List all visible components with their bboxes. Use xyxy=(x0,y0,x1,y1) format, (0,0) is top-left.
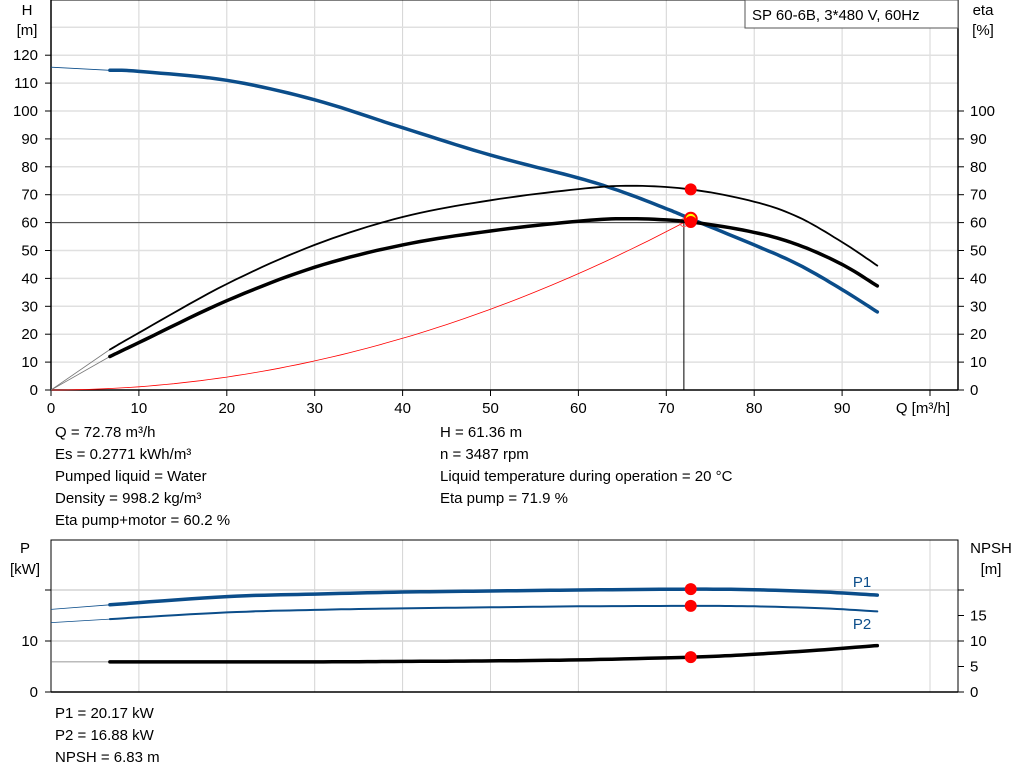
eta-pump-curve xyxy=(109,184,879,351)
info-h: H = 61.36 m xyxy=(440,424,523,441)
x-tick-label: 0 xyxy=(47,400,55,417)
x-tick-label: 30 xyxy=(306,400,323,417)
info-density: Density = 998.2 kg/m³ xyxy=(55,490,202,507)
y-tick-label-right: 70 xyxy=(970,187,987,204)
npsh-axis-unit: [m] xyxy=(981,561,1002,578)
x-tick-label: 90 xyxy=(834,400,851,417)
npsh-y-tick-label-right: 0 xyxy=(970,684,978,701)
y-tick-label-right: 30 xyxy=(970,298,987,315)
info-q: Q = 72.78 m³/h xyxy=(55,424,156,441)
y-tick-label-left: 20 xyxy=(21,326,38,343)
x-tick-label: 50 xyxy=(482,400,499,417)
info-n: n = 3487 rpm xyxy=(440,446,529,463)
y-tick-label-right: 50 xyxy=(970,243,987,260)
info-temperature: Liquid temperature during operation = 20… xyxy=(440,468,733,485)
npsh-y-tick-label-right: 10 xyxy=(970,633,987,650)
y-axis-unit-right: [%] xyxy=(972,22,994,39)
y-tick-label-left: 70 xyxy=(21,187,38,204)
npsh-y-tick-label-right: 5 xyxy=(970,659,978,676)
y-tick-label-right: 60 xyxy=(970,215,987,232)
power-y-tick-label-left: 10 xyxy=(21,633,38,650)
info-eta-pump-motor: Eta pump+motor = 60.2 % xyxy=(55,512,231,529)
p1-duty-marker xyxy=(684,583,697,596)
power-y-tick-label-left: 0 xyxy=(30,684,38,701)
info-eta-pump: Eta pump = 71.9 % xyxy=(440,490,568,507)
P1-curve xyxy=(108,587,880,607)
x-tick-label: 20 xyxy=(218,400,235,417)
y-tick-label-right: 90 xyxy=(970,131,987,148)
y-tick-label-left: 60 xyxy=(21,215,38,232)
P2-curve-extension xyxy=(50,618,110,623)
power-info: P1 = 20.17 kW P2 = 16.88 kW NPSH = 6.83 … xyxy=(55,703,160,769)
x-tick-label: 10 xyxy=(131,400,148,417)
y-axis-unit-left: [m] xyxy=(17,22,38,39)
x-tick-label: 40 xyxy=(394,400,411,417)
power-axis-label: P xyxy=(20,540,30,557)
head-curve-extension xyxy=(50,66,110,71)
info-liquid: Pumped liquid = Water xyxy=(55,468,207,485)
duty-info-left: Q = 72.78 m³/h Es = 0.2771 kWh/m³ Pumped… xyxy=(55,422,230,532)
y-tick-label-right: 100 xyxy=(970,103,995,120)
y-tick-label-left: 80 xyxy=(21,159,38,176)
y-tick-label-left: 100 xyxy=(13,103,38,120)
y-tick-label-left: 40 xyxy=(21,270,38,287)
x-axis-label: Q [m³/h] xyxy=(896,400,950,417)
y-tick-label-left: 30 xyxy=(21,298,38,315)
chart-title: SP 60-6B, 3*480 V, 60Hz xyxy=(752,7,920,24)
info-es: Es = 0.2771 kWh/m³ xyxy=(55,446,192,463)
npsh-duty-marker xyxy=(684,651,697,664)
p2-series-label: P2 xyxy=(853,616,871,633)
duty-info-right: H = 61.36 m n = 3487 rpm Liquid temperat… xyxy=(440,422,732,510)
info-npsh: NPSH = 6.83 m xyxy=(55,749,160,766)
eta-pump-curve-extension xyxy=(50,349,111,391)
p1-series-label: P1 xyxy=(853,574,871,591)
y-tick-label-left: 120 xyxy=(13,47,38,64)
P1-curve-extension xyxy=(50,604,110,610)
y-tick-label-right: 10 xyxy=(970,354,987,371)
eta-pump-motor-duty-marker xyxy=(684,216,697,229)
npsh-axis-label: NPSH xyxy=(970,540,1012,557)
y-axis-label-right: eta xyxy=(973,2,995,19)
x-tick-label: 70 xyxy=(658,400,675,417)
y-tick-label-right: 0 xyxy=(970,382,978,399)
system-curve xyxy=(51,222,685,391)
y-tick-label-left: 10 xyxy=(21,354,38,371)
title-box xyxy=(744,0,959,29)
y-tick-label-left: 50 xyxy=(21,243,38,260)
head-curve xyxy=(108,68,880,314)
x-tick-label: 80 xyxy=(746,400,763,417)
x-tick-label: 60 xyxy=(570,400,587,417)
power-plot-frame xyxy=(50,539,959,693)
info-p2: P2 = 16.88 kW xyxy=(55,727,154,744)
power-axis-unit: [kW] xyxy=(10,561,40,578)
npsh-y-tick-label-right: 15 xyxy=(970,608,987,625)
y-tick-label-right: 40 xyxy=(970,270,987,287)
p2-duty-marker xyxy=(684,599,697,612)
y-tick-label-left: 110 xyxy=(14,75,38,92)
y-axis-label-left: H xyxy=(22,2,33,19)
eta-pump-motor-curve-extension xyxy=(50,356,111,391)
info-p1: P1 = 20.17 kW xyxy=(55,705,154,722)
eta-pump-duty-marker xyxy=(684,183,697,196)
y-tick-label-right: 80 xyxy=(970,159,987,176)
y-tick-label-left: 90 xyxy=(21,131,38,148)
P2-curve xyxy=(108,604,879,621)
eta-pump-motor-curve xyxy=(108,216,880,359)
y-tick-label-right: 20 xyxy=(970,326,987,343)
y-tick-label-left: 0 xyxy=(30,382,38,399)
NPSH-curve xyxy=(108,643,880,664)
